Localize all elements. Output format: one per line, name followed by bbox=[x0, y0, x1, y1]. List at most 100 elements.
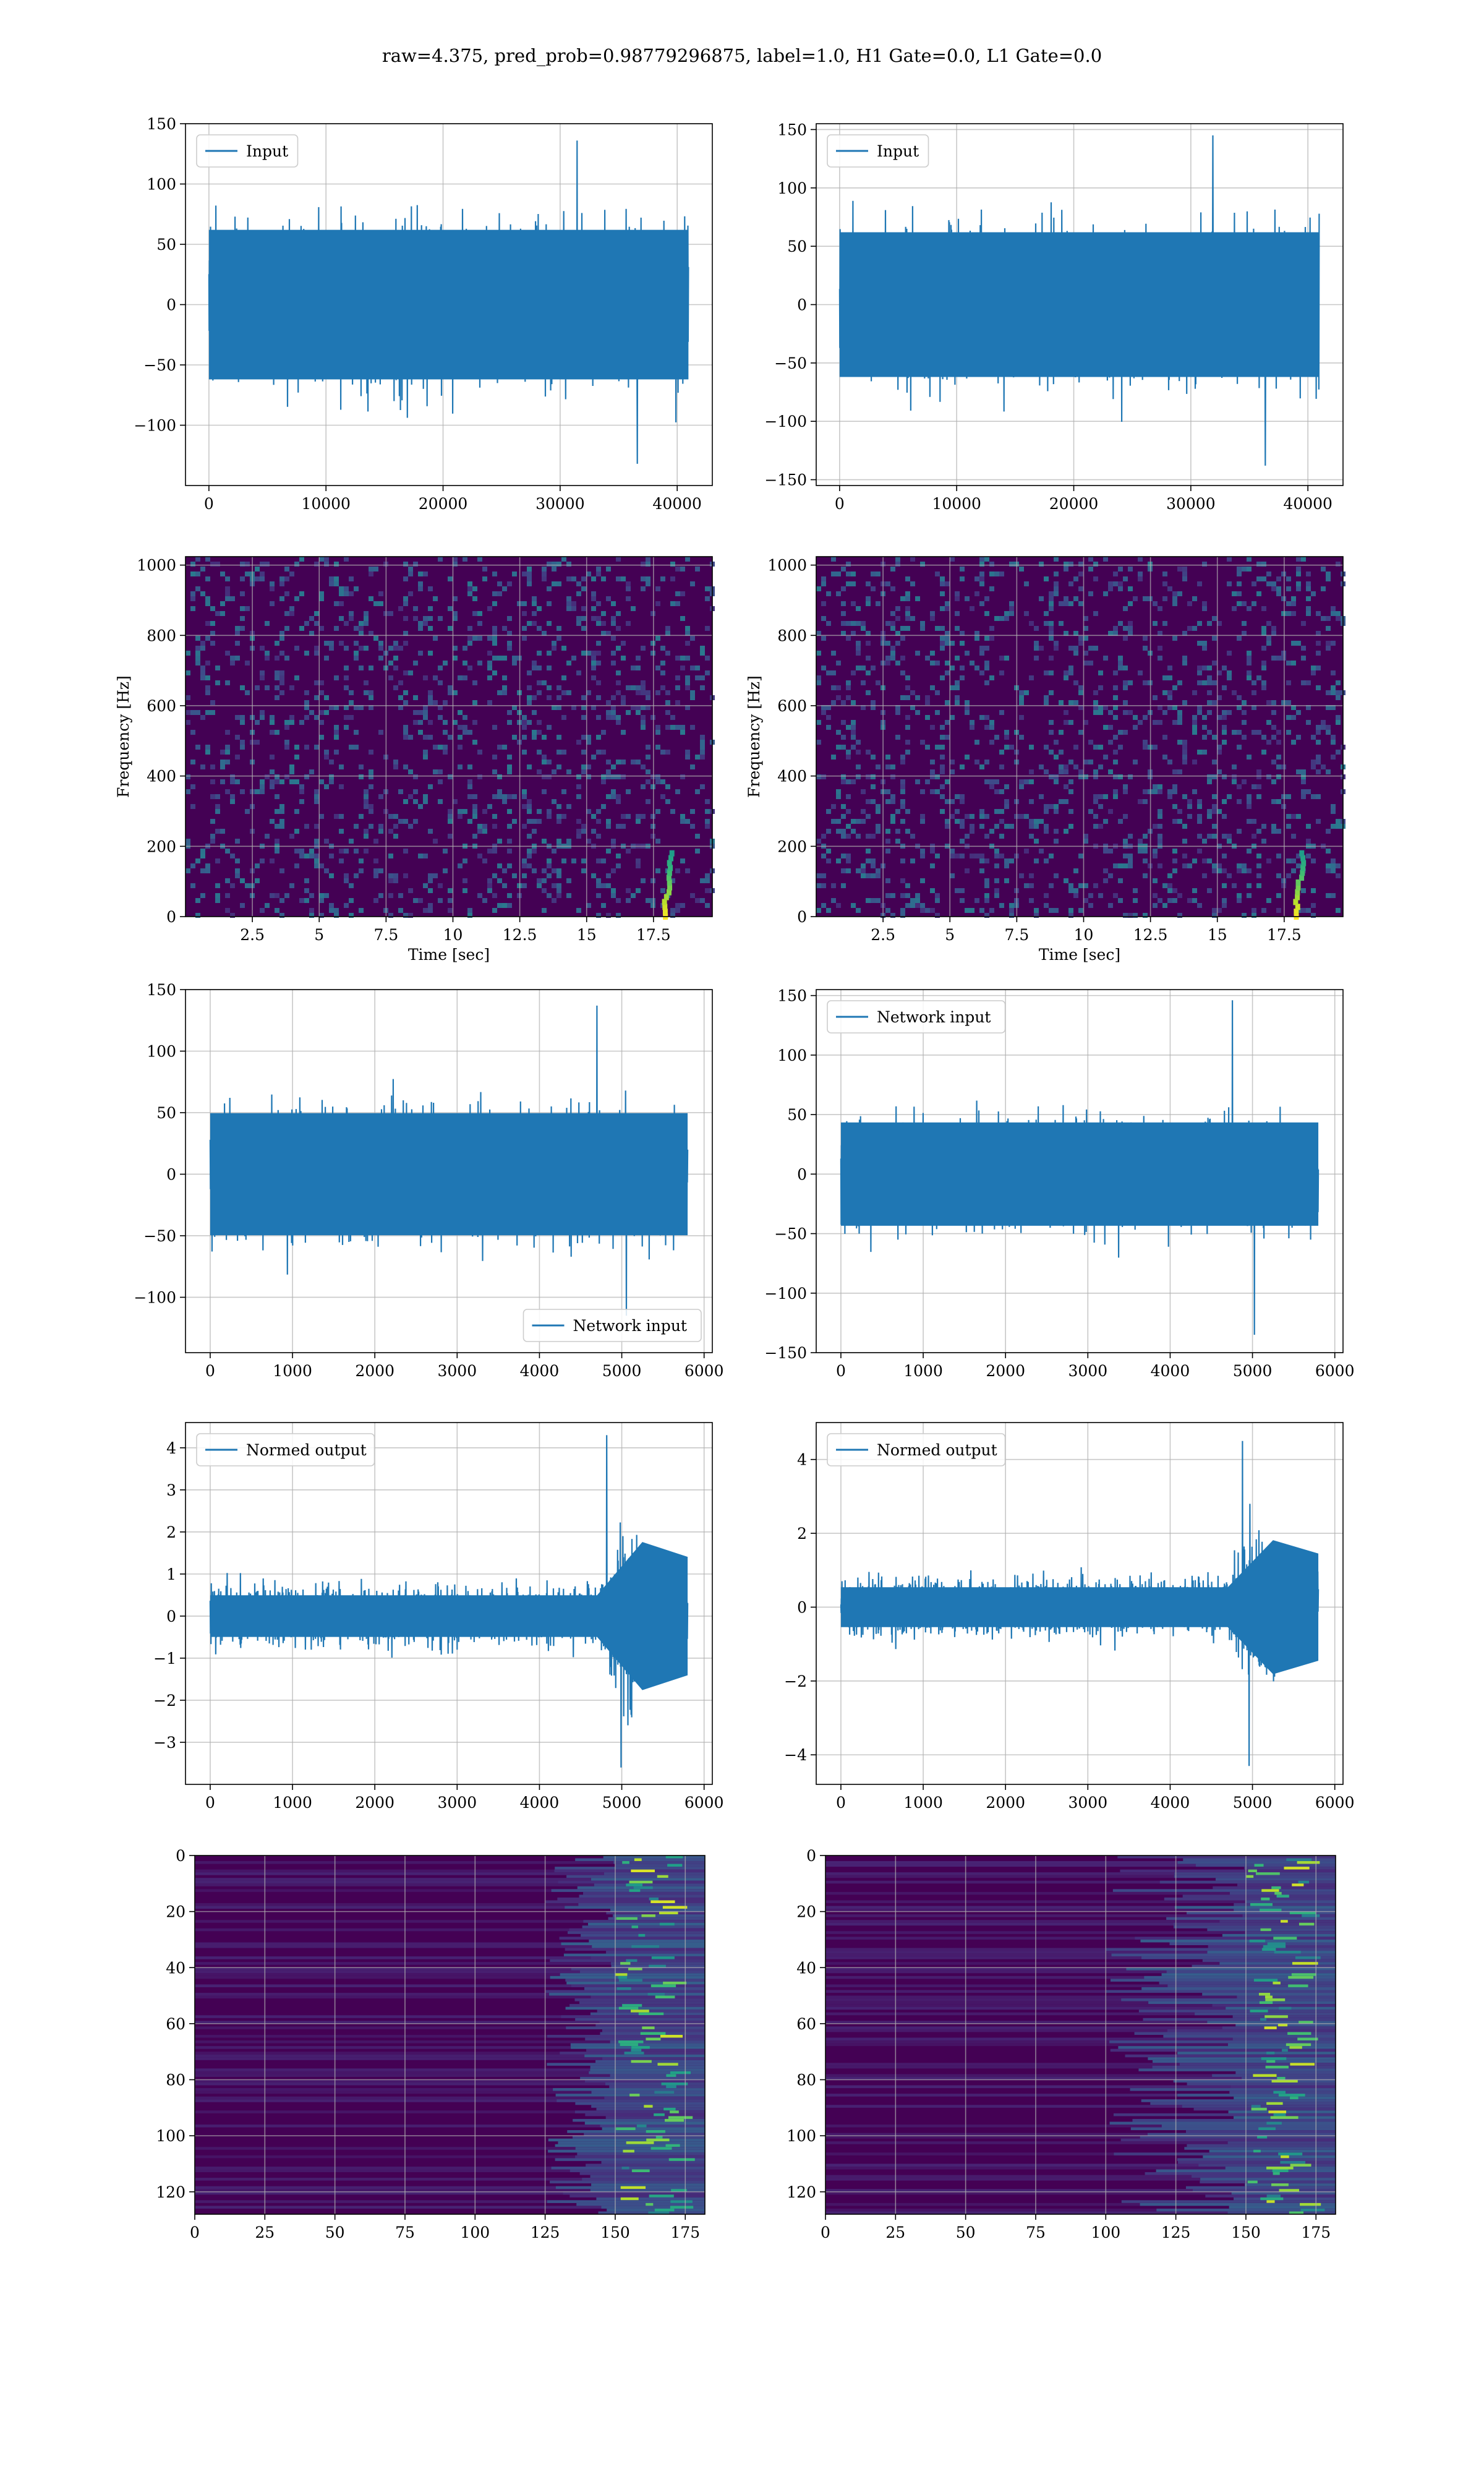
plot-p3-cell bbox=[210, 631, 215, 636]
plot-p3-cell bbox=[354, 656, 359, 661]
plot-p7-xtick-label-0: 0 bbox=[205, 1794, 215, 1812]
plot-p9-streak bbox=[590, 2175, 705, 2178]
plot-p3-cell bbox=[344, 705, 349, 710]
plot-p9-row-band bbox=[195, 1945, 705, 1948]
plot-p3-cell bbox=[705, 586, 710, 591]
plot-p4-cell bbox=[905, 725, 910, 730]
plot-p4-cell bbox=[1162, 690, 1167, 695]
plot-p4-cell bbox=[1182, 661, 1187, 666]
plot-p4-cell bbox=[1103, 794, 1108, 799]
plot-p3-cell bbox=[680, 903, 685, 908]
plot-p3-cell bbox=[324, 755, 329, 760]
plot-p4-cell bbox=[1202, 680, 1207, 685]
plot-p3-cell bbox=[428, 695, 433, 700]
plot-p4-cell bbox=[1271, 700, 1276, 705]
plot-p4-cell bbox=[890, 646, 895, 651]
plot-p3-cell bbox=[230, 799, 235, 804]
plot-p3-cell bbox=[621, 730, 626, 735]
plot-p4-cell bbox=[1103, 591, 1108, 596]
plot-p4-cell bbox=[890, 774, 895, 779]
plot-p3-cell bbox=[275, 849, 279, 854]
plot-p9-streak bbox=[584, 2133, 705, 2136]
plot-p3-cell bbox=[413, 606, 418, 611]
plot-p3-cell bbox=[309, 769, 314, 774]
plot-p3-cell bbox=[339, 591, 344, 596]
plot-p3-cell bbox=[393, 814, 398, 819]
plot-p4-cell bbox=[960, 819, 965, 824]
plot-p9-streak bbox=[549, 1993, 705, 1996]
plot-p3-cell bbox=[275, 641, 279, 646]
plot-p4-cell bbox=[900, 893, 905, 898]
plot-p4: 2.5 5 7.5 10 12.5 15 17.502004006008001000Time… bbox=[745, 556, 1345, 964]
plot-p3-cell bbox=[324, 641, 329, 646]
plot-p4-cell bbox=[1177, 715, 1182, 720]
plot-p4-cell bbox=[1133, 715, 1138, 720]
plot-p10-hot-spot bbox=[1300, 2202, 1321, 2206]
plot-p10-hot-spot bbox=[1271, 2183, 1289, 2186]
plot-p4-cell bbox=[861, 666, 866, 670]
plot-p3-cell bbox=[423, 715, 428, 720]
plot-p10-streak bbox=[1222, 1933, 1336, 1937]
plot-p4-cell bbox=[1242, 720, 1247, 725]
plot-p9-row-band bbox=[195, 2082, 705, 2086]
plot-p9-hot-spot bbox=[616, 1917, 638, 1920]
plot-p10-row-band bbox=[825, 1998, 1336, 2001]
plot-p4-cell bbox=[1266, 740, 1271, 745]
plot-p9-row-band bbox=[195, 2125, 705, 2128]
plot-p4-cell bbox=[1049, 720, 1054, 725]
plot-p10-row-band bbox=[825, 1937, 1336, 1940]
plot-p3-cell bbox=[190, 562, 195, 567]
plot-p4-cell bbox=[1276, 764, 1281, 769]
plot-p4-cell bbox=[1207, 700, 1212, 705]
plot-p3-cell bbox=[359, 621, 364, 626]
plot-p3-cell bbox=[556, 888, 561, 893]
plot-p3-cell bbox=[225, 651, 230, 656]
plot-p4-cell bbox=[1271, 799, 1276, 804]
plot-p3-cell bbox=[314, 715, 319, 720]
plot-p10-row-band bbox=[825, 1951, 1336, 1954]
plot-p4-cell bbox=[1187, 863, 1192, 868]
plot-p4-cell bbox=[826, 858, 831, 863]
plot-p3-cell bbox=[186, 720, 190, 725]
plot-p10-streak bbox=[1132, 2118, 1336, 2122]
plot-p4-cell bbox=[871, 666, 876, 670]
plot-p3-cell bbox=[393, 656, 398, 661]
plot-p4-cell bbox=[1068, 581, 1073, 586]
plot-p7-xtick-label-1: 1000 bbox=[273, 1794, 312, 1812]
plot-p4-cell bbox=[1078, 690, 1083, 695]
plot-p3-cell bbox=[373, 873, 378, 878]
plot-p3-cell bbox=[552, 883, 556, 888]
plot-p3-cell bbox=[472, 680, 477, 685]
plot-p3-cell bbox=[690, 695, 695, 700]
plot-p3-cell bbox=[275, 779, 279, 784]
plot-p3-cell bbox=[279, 631, 284, 636]
plot-p4-cell bbox=[1113, 571, 1118, 576]
plot-p10-streak bbox=[1222, 2026, 1336, 2029]
plot-p3-cell bbox=[403, 690, 408, 695]
plot-p3-cell bbox=[403, 849, 408, 854]
plot-p4-cell bbox=[1093, 700, 1098, 705]
plot-p3-cell bbox=[606, 774, 611, 779]
plot-p3-cell bbox=[527, 695, 532, 700]
plot-p7-ytick-label-1: −2 bbox=[153, 1692, 176, 1710]
plot-p3-cell bbox=[260, 715, 265, 720]
plot-p3-cell bbox=[418, 586, 423, 591]
plot-p3-cell bbox=[556, 868, 561, 873]
plot-p4-cell bbox=[846, 695, 851, 700]
plot-p9-hot-spot bbox=[647, 1993, 665, 1996]
plot-p3-cell bbox=[522, 750, 527, 755]
plot-p10-xtick-label-3: 75 bbox=[1026, 2224, 1046, 2241]
plot-p4-cell bbox=[984, 814, 989, 819]
plot-p3-cell bbox=[403, 562, 408, 567]
plot-p3-cell bbox=[200, 567, 205, 571]
plot-p4-cell bbox=[1261, 576, 1266, 581]
plot-p2-legend-label: Input bbox=[877, 142, 919, 160]
plot-p4-cell bbox=[836, 685, 841, 690]
plot-p10-frame bbox=[825, 1855, 1336, 2215]
plot-p3-cell bbox=[329, 641, 334, 646]
plot-p3-cell bbox=[532, 601, 537, 606]
plot-p10-streak bbox=[1245, 1931, 1336, 1934]
plot-p3-cell bbox=[398, 819, 403, 824]
plot-p4-cell bbox=[989, 720, 994, 725]
plot-p3-cell bbox=[646, 562, 650, 567]
